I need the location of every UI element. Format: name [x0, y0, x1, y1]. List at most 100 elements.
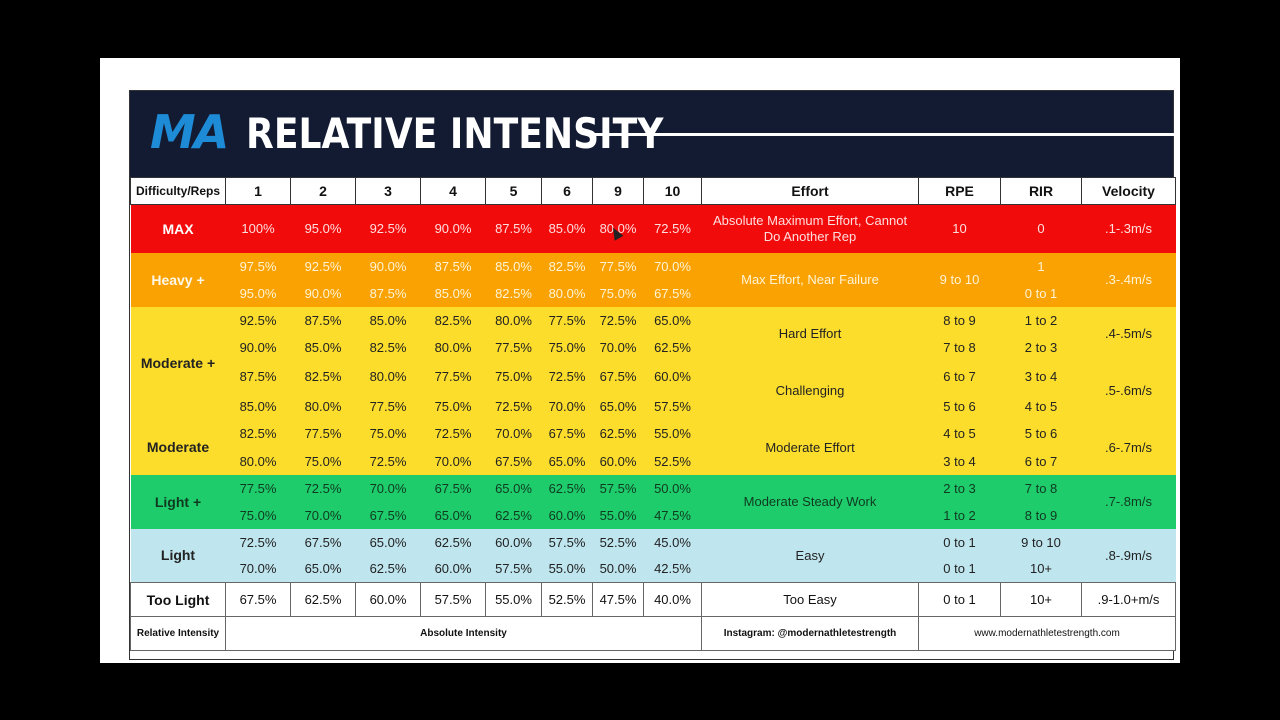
- rir-cell: 2 to 3: [1000, 333, 1082, 361]
- pct-cell: 70.0%: [420, 447, 486, 475]
- pct-cell: 57.5%: [420, 582, 486, 617]
- pct-cell: 80.0%: [290, 392, 356, 420]
- level-moderate: Moderate: [130, 419, 226, 475]
- pct-cell: 72.5%: [643, 204, 702, 253]
- pct-cell: 65.0%: [290, 555, 356, 583]
- pct-cell: 67.5%: [592, 360, 644, 393]
- pct-cell: 75.0%: [592, 279, 644, 307]
- pct-cell: 72.5%: [290, 474, 356, 502]
- rir-cell: 9 to 10: [1000, 528, 1082, 556]
- pct-cell: 65.0%: [420, 501, 486, 529]
- level-light-plus: Light +: [130, 474, 226, 529]
- row-light-2: 70.0% 65.0% 62.5% 60.0% 57.5% 55.0% 50.0…: [131, 555, 1176, 583]
- velocity-cell: .9-1.0+m/s: [1081, 582, 1176, 617]
- pct-cell: 72.5%: [420, 419, 486, 448]
- pct-cell: 87.5%: [225, 360, 291, 393]
- effort-cell: Max Effort, Near Failure: [701, 252, 919, 307]
- pct-cell: 77.5%: [485, 333, 542, 361]
- pct-cell: 90.0%: [420, 204, 486, 253]
- pct-cell: 62.5%: [355, 555, 421, 583]
- rpe-cell: 8 to 9: [918, 306, 1001, 334]
- rpe-cell: 0 to 1: [918, 582, 1001, 617]
- level-moderate-plus: Moderate +: [130, 306, 226, 420]
- pct-cell: 85.0%: [485, 252, 542, 280]
- pct-cell: 55.0%: [541, 555, 593, 583]
- header-rep: 2: [290, 177, 356, 205]
- pct-cell: 95.0%: [225, 279, 291, 307]
- pct-cell: 55.0%: [592, 501, 644, 529]
- pct-cell: 67.5%: [225, 582, 291, 617]
- pct-cell: 82.5%: [355, 333, 421, 361]
- rir-cell: 1: [1000, 252, 1082, 280]
- intensity-chart: MA RELATIVE INTENSITY Difficulty/Reps 1 …: [129, 90, 1176, 660]
- effort-cell: Easy: [701, 528, 919, 583]
- pct-cell: 85.0%: [290, 333, 356, 361]
- rir-cell: 5 to 6: [1000, 419, 1082, 448]
- row-heavy-1: Heavy + 97.5% 92.5% 90.0% 87.5% 85.0% 82…: [130, 252, 1176, 307]
- rir-cell: 3 to 4: [1000, 360, 1082, 393]
- footer-row: Relative Intensity Absolute Intensity In…: [130, 616, 1176, 651]
- row-modplus-3: 87.5% 82.5% 80.0% 77.5% 75.0% 72.5% 67.5…: [131, 360, 1176, 420]
- pct-cell: 67.5%: [290, 528, 356, 556]
- pct-cell: 97.5%: [225, 252, 291, 280]
- row-max: MAX 100% 95.0% 92.5% 90.0% 87.5% 85.0% 8…: [130, 204, 1176, 253]
- pct-cell: 47.5%: [592, 582, 644, 617]
- title-banner: MA RELATIVE INTENSITY: [130, 91, 1175, 177]
- pct-cell: 92.5%: [225, 306, 291, 334]
- pct-cell: 57.5%: [541, 528, 593, 556]
- pct-cell: 80.0%: [355, 360, 421, 393]
- pct-cell: 80.0%: [485, 306, 542, 334]
- pct-cell: 67.5%: [485, 447, 542, 475]
- rir-cell: 6 to 7: [1000, 447, 1082, 475]
- pct-cell: 92.5%: [290, 252, 356, 280]
- rir-cell: 0 to 1: [1000, 279, 1082, 307]
- rir-cell: 4 to 5: [1000, 392, 1082, 420]
- rpe-cell: 3 to 4: [918, 447, 1001, 475]
- level-heavy-plus: Heavy +: [130, 252, 226, 307]
- rir-cell: 10+: [1000, 582, 1082, 617]
- pct-cell: 80.0%: [592, 204, 644, 253]
- footer-website: www.modernathletestrength.com: [918, 616, 1176, 651]
- rir-cell: 1 to 2: [1000, 306, 1082, 334]
- pct-cell: 65.0%: [541, 447, 593, 475]
- pct-cell: 52.5%: [592, 528, 644, 556]
- row-modplus-2: 90.0% 85.0% 82.5% 80.0% 77.5% 75.0% 70.0…: [131, 333, 1176, 361]
- effort-cell: Absolute Maximum Effort, Cannot Do Anoth…: [701, 204, 919, 253]
- pct-cell: 72.5%: [541, 360, 593, 393]
- rpe-cell: 5 to 6: [918, 392, 1001, 420]
- pct-cell: 87.5%: [420, 252, 486, 280]
- pct-cell: 62.5%: [643, 333, 702, 361]
- row-modplus-1: Moderate + 92.5% 87.5% 85.0% 82.5% 80.0%…: [130, 306, 1176, 420]
- pct-cell: 60.0%: [485, 528, 542, 556]
- rir-cell: 7 to 8: [1000, 474, 1082, 502]
- velocity-cell: .8-.9m/s: [1081, 528, 1176, 583]
- pct-cell: 72.5%: [225, 528, 291, 556]
- footer-absolute-intensity: Absolute Intensity: [225, 616, 702, 651]
- pct-cell: 85.0%: [225, 392, 291, 420]
- pct-cell: 82.5%: [420, 306, 486, 334]
- level-too-light: Too Light: [130, 582, 226, 617]
- pct-cell: 87.5%: [290, 306, 356, 334]
- pct-cell: 90.0%: [290, 279, 356, 307]
- row-light-1: Light 72.5% 67.5% 65.0% 62.5% 60.0% 57.5…: [130, 528, 1176, 583]
- header-row: Difficulty/Reps 1 2 3 4 5 6 9 10 Effort …: [130, 177, 1176, 205]
- effort-cell: Hard Effort: [701, 306, 919, 361]
- velocity-cell: .1-.3m/s: [1081, 204, 1176, 253]
- pct-cell: 72.5%: [592, 306, 644, 334]
- pct-cell: 65.0%: [643, 306, 702, 334]
- pct-cell: 75.0%: [485, 360, 542, 393]
- pct-cell: 47.5%: [643, 501, 702, 529]
- pct-cell: 80.0%: [420, 333, 486, 361]
- rpe-cell: 9 to 10: [918, 252, 1001, 307]
- pct-cell: 85.0%: [541, 204, 593, 253]
- pct-cell: 82.5%: [541, 252, 593, 280]
- rpe-cell: 10: [918, 204, 1001, 253]
- header-rep: 5: [485, 177, 542, 205]
- velocity-cell: .4-.5m/s: [1081, 306, 1176, 361]
- rpe-cell: 0 to 1: [918, 555, 1001, 583]
- header-rep: 10: [643, 177, 702, 205]
- pct-cell: 55.0%: [485, 582, 542, 617]
- pct-cell: 65.0%: [592, 392, 644, 420]
- velocity-cell: .6-.7m/s: [1081, 419, 1176, 475]
- ma-logo: MA: [150, 105, 229, 159]
